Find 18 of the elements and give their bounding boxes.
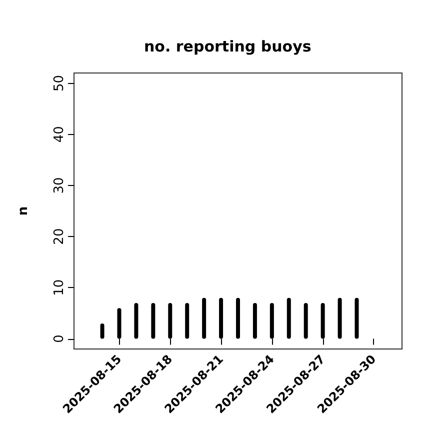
bar (202, 298, 206, 339)
y-tick-label: 10 (52, 279, 67, 296)
bar (252, 303, 257, 339)
bar (354, 298, 359, 339)
bar (151, 303, 156, 339)
bar (185, 303, 190, 339)
bar (338, 298, 342, 339)
y-tick-label: 40 (52, 126, 67, 143)
y-tick-label: 0 (52, 334, 67, 343)
chart-title: no. reporting buoys (144, 38, 312, 56)
y-tick-label: 20 (52, 228, 67, 245)
bar (286, 298, 291, 339)
y-tick-label: 30 (52, 177, 67, 194)
bar (236, 298, 240, 339)
y-tick-label: 50 (52, 74, 67, 92)
y-axis-title: n (16, 206, 31, 216)
bar (304, 303, 308, 339)
bar (134, 303, 138, 339)
